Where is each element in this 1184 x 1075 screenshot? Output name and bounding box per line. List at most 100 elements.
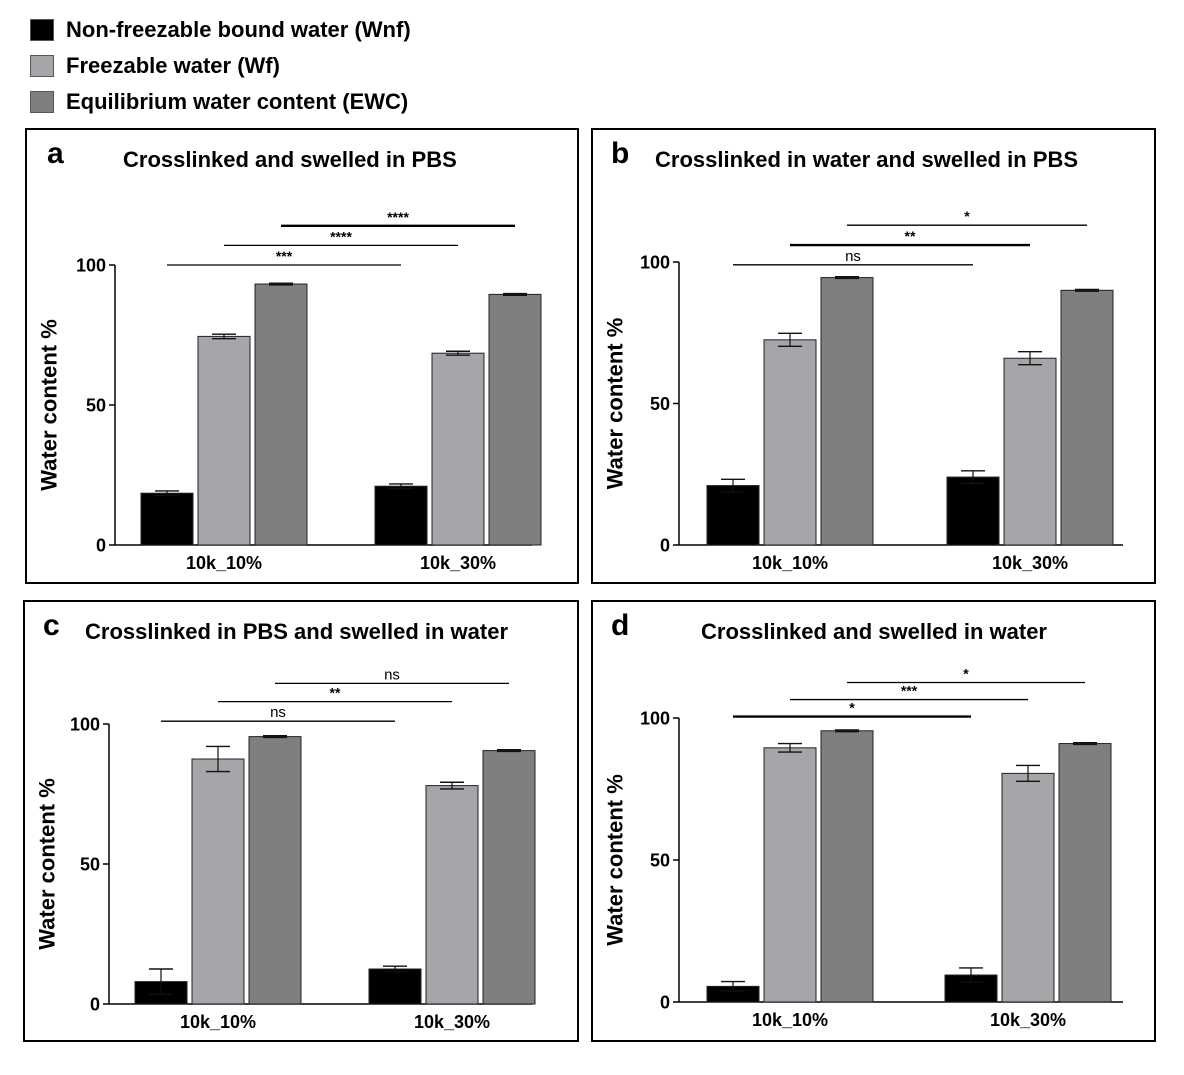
x-tick-label-c-0: 10k_10%: [180, 1012, 256, 1032]
y-tick-label-b-1: 50: [650, 394, 670, 414]
error-bar-b-wf-0: [778, 332, 802, 348]
sig-label-c-0: ns: [270, 704, 286, 721]
bar-c-wf-1: [425, 785, 479, 1005]
x-tick-label-d-0: 10k_10%: [752, 1010, 828, 1030]
bar-a-wnf-1: [374, 485, 428, 546]
sig-label-a-1: ****: [330, 228, 352, 244]
y-tick-label-a-1: 50: [86, 395, 106, 415]
chart-a: a Crosslinked and swelled in PBS Water con…: [37, 137, 542, 573]
sig-label-b-0: ns: [845, 248, 861, 265]
bar-a-ewc-0: [254, 283, 308, 546]
y-tick-label-d-0: 0: [660, 992, 670, 1012]
error-bar-a-wnf-0: [155, 490, 179, 497]
legend-label-wnf: Non-freezable bound water (Wnf): [66, 17, 411, 42]
y-axis-label-b: Water content %: [603, 318, 628, 490]
sig-label-c-2: ns: [384, 666, 400, 683]
bar-b-wf-1: [1003, 357, 1057, 546]
bar-d-wf-1: [1001, 772, 1055, 1003]
legend-item-wnf: Non-freezable bound water (Wnf): [30, 12, 411, 48]
x-tick-label-d-1: 10k_30%: [990, 1010, 1066, 1030]
error-bar-c-wf-1: [440, 781, 464, 790]
bar-c-ewc-0: [248, 736, 302, 1005]
sig-label-a-0: ***: [276, 248, 293, 264]
x-tick-label-b-1: 10k_30%: [992, 553, 1068, 573]
error-bar-b-wf-1: [1018, 351, 1042, 366]
error-bar-d-ewc-1: [1073, 742, 1097, 746]
error-bar-a-wf-0: [212, 333, 236, 340]
error-bar-b-wnf-1: [961, 470, 985, 485]
bar-b-wf-0: [763, 339, 817, 546]
panel-b: b Crosslinked in water and swelled in PBS…: [591, 128, 1156, 584]
chart-b: b Crosslinked in water and swelled in PBS…: [603, 137, 1123, 573]
sig-label-d-1: ***: [901, 683, 918, 699]
bar-b-wnf-0: [706, 485, 760, 546]
bar-b-ewc-1: [1060, 289, 1114, 546]
bar-a-wf-1: [431, 352, 485, 546]
chart-title-a: Crosslinked and swelled in PBS: [123, 147, 457, 172]
bar-d-ewc-0: [820, 730, 874, 1003]
panel-letter-a: a: [47, 137, 64, 170]
error-bar-d-wnf-1: [959, 967, 983, 983]
panel-d: d Crosslinked and swelled in water Water c…: [591, 600, 1156, 1042]
sig-label-c-1: **: [330, 685, 341, 701]
panel-letter-c: c: [43, 609, 60, 642]
bar-c-ewc-1: [482, 750, 536, 1005]
bar-c-wnf-1: [368, 968, 422, 1005]
error-bar-a-ewc-1: [503, 292, 527, 296]
error-bar-c-wnf-0: [149, 968, 173, 995]
y-tick-label-a-2: 100: [76, 255, 106, 275]
y-tick-label-d-2: 100: [640, 708, 670, 728]
bar-b-wnf-1: [946, 476, 1000, 546]
x-tick-label-a-0: 10k_10%: [186, 553, 262, 573]
error-bar-d-ewc-0: [835, 729, 859, 733]
y-tick-label-c-2: 100: [70, 714, 100, 734]
error-bar-d-wf-0: [778, 742, 802, 753]
y-axis-label-a: Water content %: [37, 319, 62, 491]
chart-c: c Crosslinked in PBS and swelled in water…: [35, 609, 536, 1032]
x-tick-label-c-1: 10k_30%: [414, 1012, 490, 1032]
sig-label-a-2: ****: [387, 209, 409, 225]
y-tick-label-d-1: 50: [650, 850, 670, 870]
chart-d: d Crosslinked and swelled in water Water c…: [603, 609, 1123, 1030]
legend-swatch-ewc: [30, 91, 54, 113]
sig-label-b-1: **: [905, 228, 916, 244]
sig-label-b-2: *: [964, 208, 970, 224]
panel-letter-d: d: [611, 609, 629, 642]
error-bar-d-wnf-0: [721, 980, 745, 992]
error-bar-c-wf-0: [206, 745, 230, 773]
error-bar-b-ewc-0: [835, 276, 859, 280]
panel-letter-b: b: [611, 137, 629, 170]
error-bar-b-ewc-1: [1075, 288, 1099, 292]
y-tick-label-c-0: 0: [90, 994, 100, 1014]
bar-b-ewc-0: [820, 277, 874, 546]
error-bar-c-ewc-1: [497, 749, 521, 753]
bar-d-wf-0: [763, 747, 817, 1003]
error-bar-a-wf-1: [446, 350, 470, 356]
legend-swatch-wnf: [30, 19, 54, 41]
error-bar-d-wf-1: [1016, 764, 1040, 783]
error-bar-a-ewc-0: [269, 282, 293, 286]
y-tick-label-c-1: 50: [80, 854, 100, 874]
legend-item-wf: Freezable water (Wf): [30, 48, 411, 84]
legend-label-wf: Freezable water (Wf): [66, 53, 280, 78]
error-bar-a-wnf-1: [389, 483, 413, 490]
legend: Non-freezable bound water (Wnf) Freezabl…: [30, 12, 411, 120]
y-tick-label-a-0: 0: [96, 535, 106, 555]
bar-a-wf-0: [197, 335, 251, 546]
bar-d-ewc-1: [1058, 743, 1112, 1003]
bar-a-wnf-0: [140, 492, 194, 546]
x-tick-label-a-1: 10k_30%: [420, 553, 496, 573]
bar-a-ewc-1: [488, 293, 542, 546]
error-bar-b-wnf-0: [721, 478, 745, 493]
sig-label-d-0: *: [849, 700, 855, 716]
panel-c: c Crosslinked in PBS and swelled in water…: [23, 600, 579, 1042]
panel-a: a Crosslinked and swelled in PBS Water con…: [25, 128, 579, 584]
legend-item-ewc: Equilibrium water content (EWC): [30, 84, 411, 120]
legend-swatch-wf: [30, 55, 54, 77]
y-tick-label-b-0: 0: [660, 535, 670, 555]
chart-title-d: Crosslinked and swelled in water: [701, 619, 1047, 644]
x-tick-label-b-0: 10k_10%: [752, 553, 828, 573]
error-bar-c-ewc-0: [263, 735, 287, 739]
chart-title-c: Crosslinked in PBS and swelled in water: [85, 619, 508, 644]
y-axis-label-c: Water content %: [35, 778, 60, 950]
